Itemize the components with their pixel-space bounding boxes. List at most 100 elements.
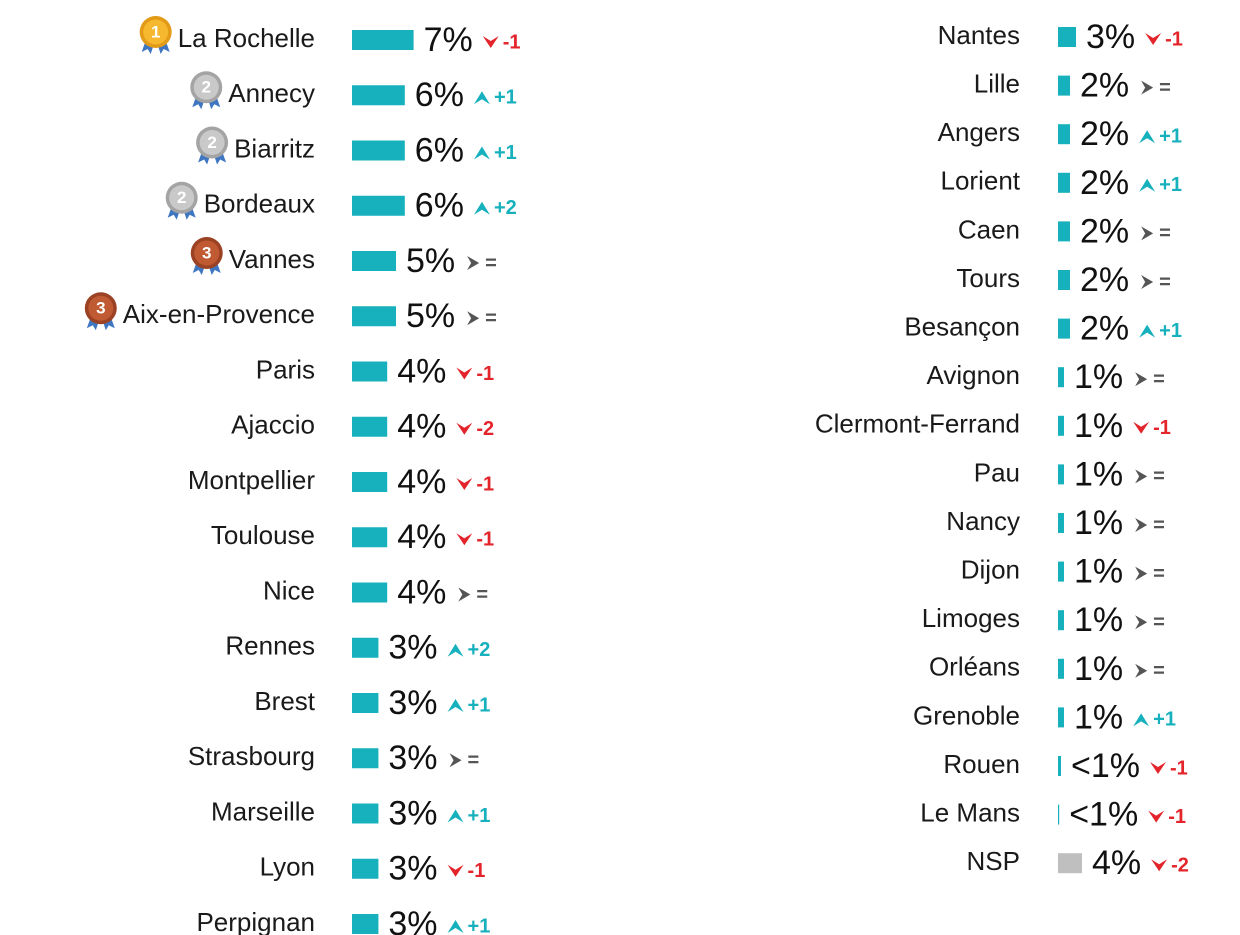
change-arrow (1141, 226, 1154, 241)
bar (352, 803, 379, 824)
rank-change: = (1159, 271, 1171, 293)
category-label: Dijon (961, 554, 1020, 584)
value-label: <1% (1069, 796, 1138, 834)
change-arrow (467, 256, 480, 270)
bar (352, 361, 388, 382)
change-arrow (449, 753, 462, 768)
value-label: 5% (406, 242, 455, 280)
category-label: Annecy (228, 78, 315, 108)
value-label: 1% (1074, 455, 1123, 493)
rank-change: -1 (503, 31, 521, 53)
category-label: Lyon (260, 852, 315, 882)
bar (352, 85, 405, 106)
value-label: 3% (1086, 18, 1135, 56)
value-label: 4% (1092, 844, 1141, 882)
medal-face (88, 295, 114, 321)
bar (352, 637, 379, 658)
value-label: 6% (415, 131, 464, 169)
value-label: 4% (397, 408, 446, 446)
bar (1058, 853, 1082, 874)
medal-face (199, 130, 225, 155)
value-label: 1% (1074, 698, 1123, 736)
category-label: Lorient (941, 166, 1021, 196)
rank-change: = (1159, 77, 1171, 99)
rank-change: -1 (1168, 806, 1186, 828)
rank-change: = (1153, 368, 1165, 390)
value-label: 4% (397, 463, 446, 501)
change-arrow (1135, 372, 1148, 387)
category-label: Bordeaux (204, 189, 315, 219)
rank-change: +1 (1159, 320, 1182, 342)
rank-change: = (1153, 514, 1165, 536)
category-label: Paris (256, 354, 315, 384)
category-label: Nancy (946, 506, 1020, 536)
category-label: Lille (974, 68, 1020, 98)
rank-change: -1 (476, 473, 494, 495)
value-label: 3% (388, 794, 437, 832)
bar (352, 195, 405, 216)
category-label: Clermont-Ferrand (815, 409, 1020, 439)
value-label: 7% (424, 21, 473, 59)
medal-number: 2 (177, 188, 186, 207)
change-arrow (1133, 421, 1150, 434)
bar (1058, 75, 1070, 96)
category-label: Avignon (927, 360, 1021, 390)
value-label: 4% (397, 352, 446, 390)
bar (352, 914, 379, 934)
value-label: 4% (397, 518, 446, 556)
value-label: 1% (1074, 504, 1123, 542)
change-arrow (447, 643, 464, 657)
value-label: 4% (397, 573, 446, 611)
change-arrow (1135, 518, 1148, 532)
category-label: Pau (974, 457, 1020, 487)
category-label: La Rochelle (178, 23, 315, 53)
change-arrow (1150, 762, 1166, 774)
bar (352, 30, 414, 50)
bar (1058, 707, 1064, 728)
category-label: Vannes (229, 244, 315, 274)
change-arrow (473, 146, 490, 160)
category-label: NSP (967, 846, 1020, 876)
bar (1058, 804, 1060, 825)
bar (352, 306, 396, 327)
medal-face (143, 19, 169, 45)
bar (352, 693, 379, 713)
category-label: Ajaccio (231, 410, 315, 440)
rank-change: +1 (468, 915, 491, 935)
value-label: 6% (415, 187, 464, 225)
category-label: Nice (263, 575, 315, 605)
value-label: 2% (1080, 67, 1129, 105)
value-label: 3% (388, 850, 437, 888)
rank-change: +1 (1159, 125, 1182, 147)
category-label: Nantes (938, 20, 1020, 50)
rank-change: +1 (468, 805, 491, 827)
rank-change: -1 (1153, 417, 1171, 439)
change-arrow (1141, 275, 1154, 289)
rank-change: = (1153, 466, 1165, 488)
medal-number: 3 (202, 243, 211, 262)
change-arrow (447, 809, 464, 823)
change-arrow (456, 367, 473, 380)
change-arrow (473, 201, 490, 215)
change-arrow (1145, 33, 1162, 45)
category-label: Rouen (943, 749, 1020, 779)
category-label: Caen (958, 214, 1020, 244)
bar (1058, 415, 1064, 436)
change-arrow (447, 920, 464, 933)
rank-change: +1 (1153, 709, 1176, 731)
rank-change: +1 (494, 142, 517, 164)
bar (1058, 658, 1064, 679)
bar (1058, 513, 1064, 533)
rank-change: -2 (476, 418, 494, 440)
change-arrow (467, 311, 480, 326)
rank-change: -1 (468, 860, 486, 882)
change-arrow (447, 699, 464, 712)
bar (352, 582, 388, 603)
category-label: Grenoble (913, 700, 1020, 730)
value-label: 1% (1074, 650, 1123, 688)
change-arrow (1148, 810, 1165, 823)
bar (1058, 270, 1070, 290)
change-arrow (1135, 663, 1148, 678)
change-arrow (1133, 713, 1150, 727)
bar (1058, 610, 1064, 631)
